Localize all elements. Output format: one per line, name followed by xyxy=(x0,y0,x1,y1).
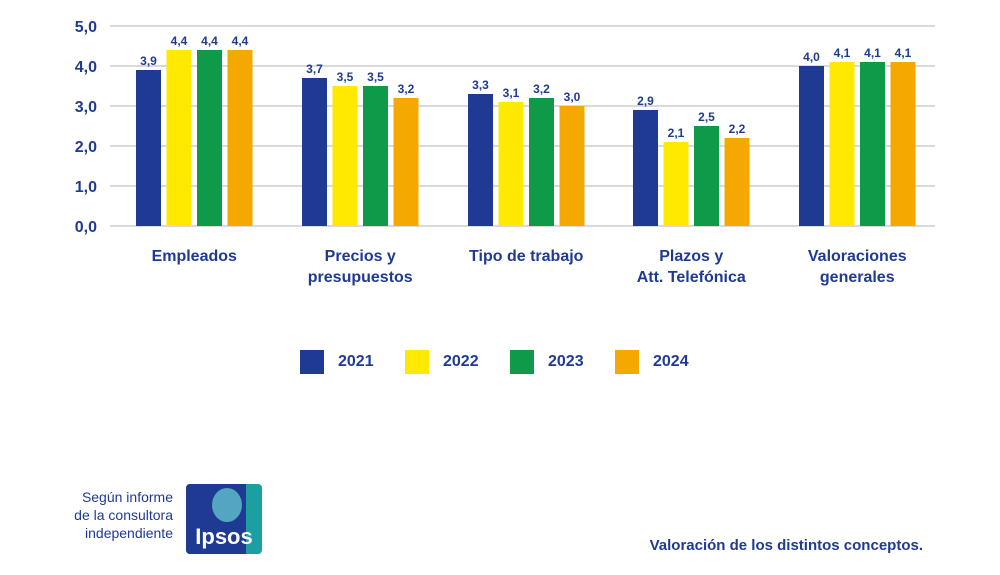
y-tick-label: 0,0 xyxy=(75,219,97,236)
data-label: 3,0 xyxy=(564,90,581,104)
data-label: 2,2 xyxy=(729,122,746,136)
category-label: Plazos y Att. Telefónica xyxy=(637,248,746,286)
data-label: 2,9 xyxy=(637,94,654,108)
bar-2021-0 xyxy=(136,70,161,226)
bar-2021-4 xyxy=(799,66,824,226)
bar-2023-0 xyxy=(197,50,222,226)
data-label: 3,1 xyxy=(503,86,520,100)
bar-2022-4 xyxy=(829,62,855,226)
head-silhouette-icon xyxy=(212,488,242,522)
legend-swatch-2024 xyxy=(615,350,639,374)
bar-2021-3 xyxy=(633,110,658,226)
bar-chart: 0,0 1,0 2,0 3,0 4,0 5,0 3,9 4,4 4,4 4,4 Empleados 3… xyxy=(75,19,935,286)
data-label: 3,5 xyxy=(367,70,384,84)
legend-label-2023: 2023 xyxy=(548,353,584,370)
bar-2024-4 xyxy=(890,62,916,226)
bar-2023-4 xyxy=(860,62,885,226)
chart-caption: Valoración de los distintos conceptos. xyxy=(649,537,923,554)
logo-text: Ipsos xyxy=(195,524,253,549)
legend-label-2021: 2021 xyxy=(338,353,374,370)
data-label: 4,1 xyxy=(864,46,881,60)
bar-2024-3 xyxy=(724,138,750,226)
bar-2022-2 xyxy=(498,102,524,226)
y-tick-label: 2,0 xyxy=(75,139,97,156)
legend-swatch-2022 xyxy=(405,350,429,374)
category-label: Tipo de trabajo xyxy=(469,248,584,265)
legend-swatch-2023 xyxy=(510,350,534,374)
data-label: 3,2 xyxy=(533,82,550,96)
y-tick-label: 3,0 xyxy=(75,99,97,116)
legend: 2021 2022 2023 2024 xyxy=(300,350,720,374)
bar-2021-1 xyxy=(302,78,327,226)
y-tick-label: 1,0 xyxy=(75,179,97,196)
legend-item-2023: 2023 xyxy=(510,350,615,374)
data-label: 4,0 xyxy=(803,50,820,64)
data-label: 3,7 xyxy=(306,62,323,76)
legend-label-2024: 2024 xyxy=(653,353,689,370)
bar-2024-2 xyxy=(559,106,585,226)
bar-2021-2 xyxy=(468,94,493,226)
source-note: Según informe de la consultora independi… xyxy=(40,488,173,542)
data-label: 3,3 xyxy=(472,78,489,92)
data-label: 2,5 xyxy=(698,110,715,124)
source-line-2: de la consultora xyxy=(74,507,173,523)
legend-item-2022: 2022 xyxy=(405,350,510,374)
data-label: 4,4 xyxy=(232,34,249,48)
legend-item-2024: 2024 xyxy=(615,350,720,374)
bar-2023-3 xyxy=(694,126,719,226)
data-label: 4,1 xyxy=(834,46,851,60)
data-label: 3,2 xyxy=(398,82,415,96)
legend-item-2021: 2021 xyxy=(300,350,405,374)
category-label: Precios y presupuestos xyxy=(308,248,413,286)
bar-2022-3 xyxy=(663,142,689,226)
data-label: 4,4 xyxy=(201,34,218,48)
category-label: Empleados xyxy=(152,248,237,265)
data-label: 3,9 xyxy=(140,54,157,68)
source-line-1: Según informe xyxy=(81,489,173,505)
data-label: 3,5 xyxy=(337,70,354,84)
bar-2022-0 xyxy=(166,50,192,226)
data-label: 2,1 xyxy=(668,126,685,140)
bar-2022-1 xyxy=(332,86,358,226)
source-line-3: independiente xyxy=(85,525,173,541)
category-label: Valoraciones generales xyxy=(808,248,907,286)
bar-2024-0 xyxy=(227,50,253,226)
y-tick-label: 4,0 xyxy=(75,59,97,76)
bar-2023-2 xyxy=(529,98,554,226)
legend-label-2022: 2022 xyxy=(443,353,479,370)
data-label: 4,4 xyxy=(171,34,188,48)
data-label: 4,1 xyxy=(895,46,912,60)
ipsos-logo: Ipsos xyxy=(186,484,262,554)
bar-2023-1 xyxy=(363,86,388,226)
bar-2024-1 xyxy=(393,98,419,226)
legend-swatch-2021 xyxy=(300,350,324,374)
y-tick-label: 5,0 xyxy=(75,19,97,36)
